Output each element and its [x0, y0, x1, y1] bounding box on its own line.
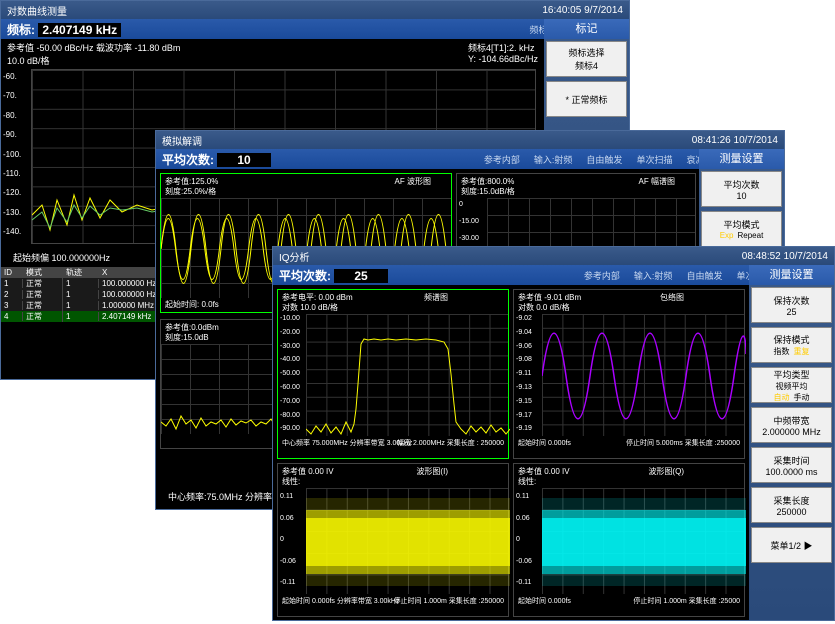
side-btn-label: 菜单1/2: [770, 541, 801, 551]
yaxis-labels: -9.02 -9.04 -9.06 -9.08 -9.11 -9.13 -9.1…: [516, 312, 532, 436]
side-btn-avg-count[interactable]: 平均次数 10: [701, 171, 782, 207]
side-btn-hold-count[interactable]: 保持次数 25: [751, 287, 832, 323]
spectrum-chart: 参考电平: 0.00 dBm 对数 10.0 dB/格 频谱图 -10.00 -…: [277, 289, 509, 459]
readout-label: 频标:: [7, 23, 35, 37]
info-line-3: 频标4[T1]:2. kHz: [468, 41, 538, 54]
chart-footer-left: 起始时间 0.000fs: [518, 596, 571, 606]
sidebar-header: 测量设置: [749, 265, 834, 285]
arrow-icon: ▶: [804, 541, 813, 551]
chart-scale-label: 刻度:15.0dB: [165, 332, 209, 343]
readout-value: 10: [217, 153, 270, 167]
side-btn-value: 10: [736, 191, 746, 201]
titlebar: 模拟解调 08:41:26 10/7/2014: [156, 131, 784, 149]
readout-value: 25: [334, 269, 387, 283]
readout-value: 2.407149 kHz: [38, 23, 121, 37]
chart-scale-label: 刻度:25.0%/格: [165, 186, 216, 197]
chart-footer-right: 停止时间 5.000ms 采集长度 :250000: [626, 438, 740, 448]
waveform-i-chart: 参考值 0.00 IV 线性: 波形图(I) 0.11 0.06 0 -0.06…: [277, 463, 509, 617]
side-btn-avg-type[interactable]: 平均类型 视频平均 自动手动: [751, 367, 832, 403]
side-btn-label: 保持模式: [773, 333, 809, 346]
chart-title: AF 幅谱图: [639, 176, 675, 187]
chart-footer-right: 幅宽 2.000MHz 采集长度 : 250000: [397, 438, 504, 448]
chart-title: 包络图: [660, 292, 684, 303]
timestamp: 16:40:05 9/7/2014: [542, 5, 623, 16]
side-btn-label2: 视频平均: [776, 381, 808, 392]
side-btn-value: 2.000000 MHz: [762, 427, 821, 437]
col-trace: 轨迹: [63, 267, 99, 278]
readout-bar: 频标: 2.407149 kHz 频标扫描跟踪:关: [1, 19, 629, 39]
titlebar: 对数曲线测量 16:40:05 9/7/2014: [1, 1, 629, 19]
titlebar: IQ分析 08:48:52 10/7/2014: [273, 247, 834, 265]
chart-title: 波形图(I): [416, 466, 448, 477]
side-btn-sub: 频标4: [575, 59, 598, 72]
side-btn-menu-page[interactable]: 菜单1/2 ▶: [751, 527, 832, 563]
chart-footer-left: 起始时间 0.000fs: [518, 438, 571, 448]
waveform-q-chart: 参考值 0.00 IV 线性: 波形图(Q) 0.11 0.06 0 -0.06…: [513, 463, 745, 617]
chart-footer-right: 停止时间 1.000m 采集长度 :250000: [394, 596, 505, 606]
side-btn-acq-length[interactable]: 采集长度 250000: [751, 487, 832, 523]
side-btn-hold-mode[interactable]: 保持模式 指数重复: [751, 327, 832, 363]
chart-footer-left: 起始时间 0.000fs 分辨率带宽 3.00kHz: [282, 596, 399, 606]
readout-label: 平均次数:: [279, 269, 331, 283]
dense-trace-q: [542, 488, 746, 596]
title-text: 对数曲线测量: [7, 3, 67, 18]
side-btn-marker-select[interactable]: 频标选择 频标4: [546, 41, 627, 77]
side-btn-normal-marker[interactable]: * 正常频标: [546, 81, 627, 117]
side-btn-label: 频标选择: [568, 46, 604, 59]
info-line-1: 参考值 -50.00 dBc/Hz 载波功率 -11.80 dBm: [7, 41, 180, 54]
side-btn-label: 采集时间: [773, 454, 809, 467]
side-btn-label: 平均次数: [723, 178, 759, 191]
timestamp: 08:41:26 10/7/2014: [692, 135, 778, 146]
readout-bar: 平均次数: 10 参考内部 输入:射频 自由触发 单次扫描 衰减:10dB 连续…: [156, 149, 784, 169]
title-text: 模拟解调: [162, 133, 202, 148]
chart-start-label: 起始时间: 0.0fs: [165, 299, 219, 310]
sidebar-header: 标记: [544, 19, 629, 39]
chart-footer-left: 中心频率 75.000MHz 分辨率带宽 3.00kHz: [282, 438, 412, 448]
side-btn-value: 25: [786, 307, 796, 317]
side-btn-label: 保持次数: [773, 294, 809, 307]
chart-title: 频谱图: [424, 292, 448, 303]
col-mode: 模式: [23, 267, 63, 278]
sidebar-header: 测量设置: [699, 149, 784, 169]
envelope-chart: 参考值 -9.01 dBm 对数 0.0 dB/格 包络图 -9.02 -9.0…: [513, 289, 745, 459]
readout-label: 平均次数:: [162, 153, 214, 167]
chart-title: 波形图(Q): [648, 466, 684, 477]
content-area: 参考电平: 0.00 dBm 对数 10.0 dB/格 频谱图 -10.00 -…: [273, 285, 749, 620]
sidebar: 测量设置 保持次数 25 保持模式 指数重复 平均类型 视频平均 自动手动 中频…: [749, 265, 834, 620]
side-btn-label: 中频带宽: [773, 414, 809, 427]
col-id: ID: [1, 268, 23, 277]
info-line-4: Y: -104.66dBc/Hz: [468, 54, 538, 64]
yaxis-labels: 0.11 0.06 0 -0.06 -0.11: [516, 486, 532, 594]
dense-trace-i: [306, 488, 510, 596]
chart-footer-right: 停止时间 1.000m 采集长度 :25000: [633, 596, 740, 606]
yaxis-labels: 0.11 0.06 0 -0.06 -0.11: [280, 486, 296, 594]
spectrum-trace: [306, 339, 510, 434]
chart-title: AF 波形图: [395, 176, 431, 187]
timestamp: 08:48:52 10/7/2014: [742, 251, 828, 262]
window-iq-analysis: IQ分析 08:48:52 10/7/2014 平均次数: 25 参考内部 输入…: [272, 246, 835, 621]
x-start-label: 起始频偏 100.000000Hz: [7, 249, 116, 266]
envelope-trace: [542, 333, 746, 419]
side-btn-acq-time[interactable]: 采集时间 100.0000 ms: [751, 447, 832, 483]
yaxis-labels: -10.00 -20.00 -30.00 -40.00 -50.00 -60.0…: [280, 312, 300, 436]
side-btn-label: 采集长度: [773, 494, 809, 507]
side-btn-label: 平均模式: [723, 218, 759, 231]
side-btn-if-bw[interactable]: 中频带宽 2.000000 MHz: [751, 407, 832, 443]
yaxis-labels: -60. -70. -80. -90. -100. -110. -120. -1…: [3, 67, 21, 242]
side-btn-value: 100.0000 ms: [765, 467, 817, 477]
side-btn-avg-mode[interactable]: 平均模式 ExpRepeat: [701, 211, 782, 247]
side-btn-label: 平均类型: [773, 368, 809, 381]
title-text: IQ分析: [279, 249, 310, 264]
side-btn-label: * 正常频标: [565, 93, 607, 106]
side-btn-value: 250000: [776, 507, 806, 517]
info-line-2: 10.0 dB/格: [7, 54, 180, 67]
